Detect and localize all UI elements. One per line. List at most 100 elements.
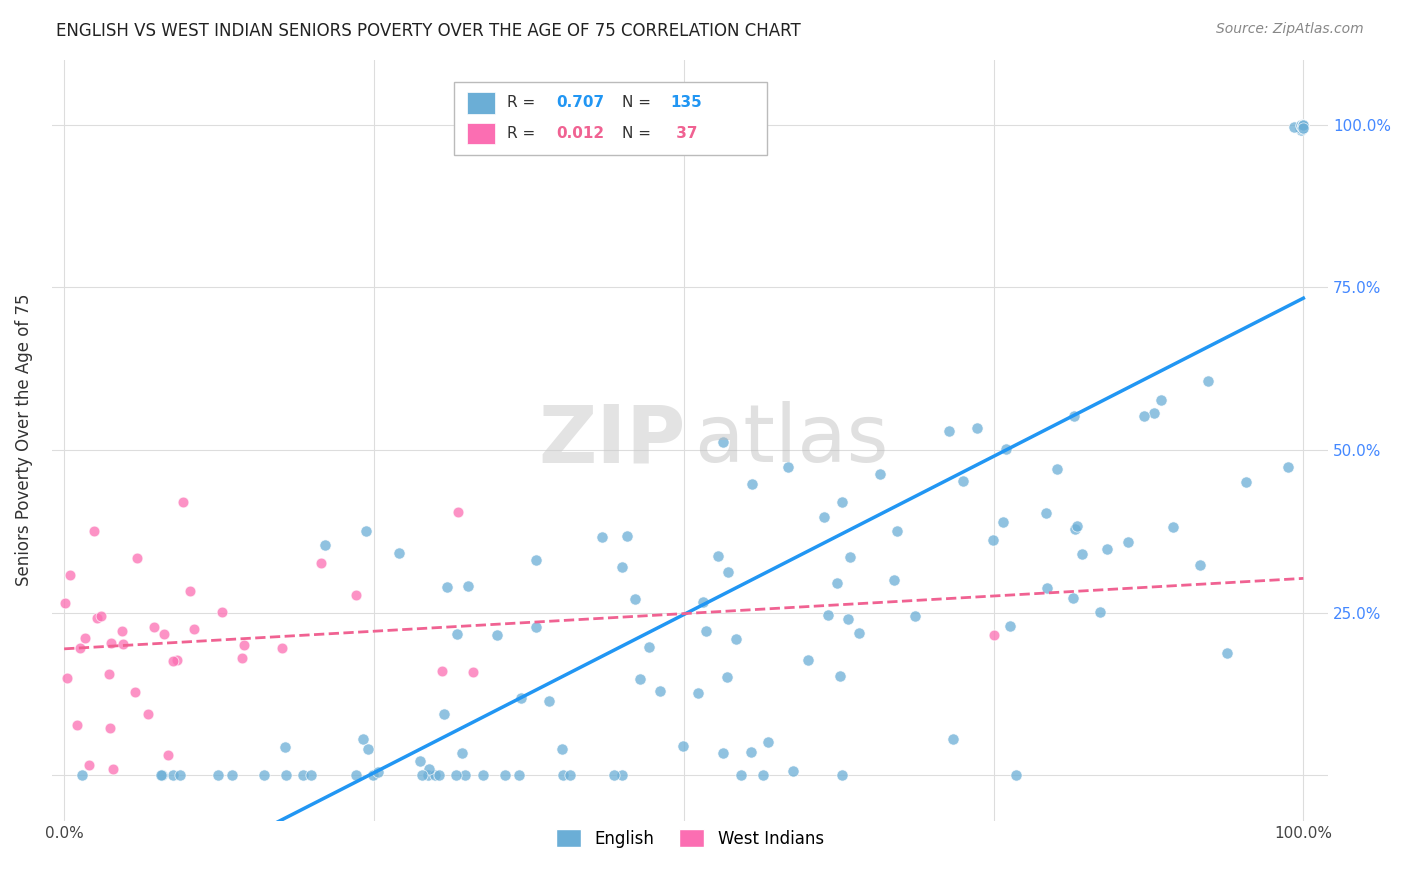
Point [1133, 409, 1156, 423]
Point [1289, 123, 1312, 137]
Point [311, 556, 333, 570]
Point [166, 653, 188, 667]
Point [551, 768, 574, 782]
Point [149, 768, 172, 782]
Point [69, 640, 91, 655]
Point [70, 768, 93, 782]
Point [486, 627, 509, 641]
Text: R =: R = [508, 126, 540, 141]
Point [508, 768, 530, 782]
Point [711, 746, 734, 760]
Point [433, 707, 456, 722]
Point [1291, 118, 1313, 132]
Point [1036, 581, 1059, 595]
Point [1150, 393, 1173, 408]
Text: 135: 135 [671, 95, 703, 111]
Point [825, 575, 848, 590]
Point [1063, 409, 1085, 423]
Point [53, 596, 76, 610]
Point [221, 768, 243, 782]
Point [1197, 374, 1219, 388]
Point [1291, 119, 1313, 133]
Point [1234, 475, 1257, 489]
Point [150, 768, 173, 782]
Point [510, 691, 533, 706]
Point [993, 515, 1015, 529]
Point [776, 460, 799, 475]
Point [603, 768, 626, 782]
Point [1188, 558, 1211, 572]
Point [97, 666, 120, 681]
Point [1118, 535, 1140, 549]
Point [432, 664, 454, 678]
Point [1292, 119, 1315, 133]
Point [1216, 646, 1239, 660]
Point [628, 672, 651, 686]
Point [56, 672, 79, 686]
Point [560, 768, 582, 782]
Point [883, 573, 905, 587]
Point [817, 608, 839, 623]
Point [1282, 120, 1305, 134]
Point [447, 505, 470, 519]
Point [172, 495, 194, 509]
Point [1292, 119, 1315, 133]
Point [1090, 605, 1112, 619]
Point [299, 768, 322, 782]
Point [624, 592, 647, 607]
Point [688, 686, 710, 700]
Point [1000, 619, 1022, 633]
Point [848, 625, 870, 640]
Point [1292, 118, 1315, 132]
Point [1292, 118, 1315, 132]
Point [124, 684, 146, 698]
Point [526, 620, 548, 634]
Point [1289, 120, 1312, 135]
Text: ZIP: ZIP [538, 401, 686, 479]
Point [232, 638, 254, 652]
Point [314, 538, 336, 552]
Point [716, 670, 738, 684]
Point [153, 627, 176, 641]
Point [672, 739, 695, 753]
Text: Source: ZipAtlas.com: Source: ZipAtlas.com [1216, 22, 1364, 37]
Point [367, 765, 389, 780]
Point [717, 565, 740, 579]
Point [526, 553, 548, 567]
Point [388, 546, 411, 560]
Point [352, 732, 374, 747]
Point [1046, 462, 1069, 476]
Point [65, 718, 87, 732]
Point [1143, 406, 1166, 420]
Point [839, 549, 862, 564]
Point [156, 748, 179, 763]
Point [610, 768, 633, 782]
Point [423, 768, 446, 782]
Point [741, 476, 763, 491]
Point [429, 768, 451, 782]
Point [616, 529, 638, 543]
Point [162, 768, 184, 782]
Point [869, 467, 891, 481]
Point [1070, 547, 1092, 561]
Point [983, 628, 1005, 642]
Text: R =: R = [508, 95, 540, 111]
Point [1064, 523, 1087, 537]
Point [354, 524, 377, 539]
Point [125, 551, 148, 566]
Legend: English, West Indians: English, West Indians [550, 822, 831, 855]
Point [1292, 120, 1315, 135]
Point [1277, 459, 1299, 474]
Point [886, 524, 908, 539]
Point [1291, 118, 1313, 132]
Point [90, 609, 112, 624]
Point [1097, 541, 1119, 556]
Point [169, 768, 191, 782]
Point [179, 584, 201, 599]
Point [436, 580, 458, 594]
Point [207, 768, 229, 782]
Point [274, 768, 297, 782]
Point [1292, 118, 1315, 132]
Point [59, 567, 82, 582]
FancyBboxPatch shape [454, 82, 766, 154]
